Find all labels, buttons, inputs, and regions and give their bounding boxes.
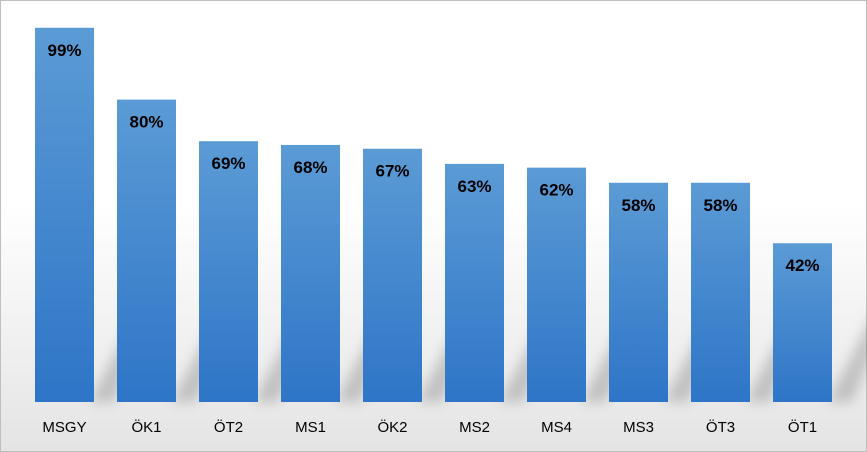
- data-label: 63%: [457, 177, 491, 196]
- bar-MS3: [609, 182, 668, 402]
- data-label: 99%: [47, 41, 81, 60]
- data-label: 68%: [293, 158, 327, 177]
- bar-ÖT1: [773, 243, 832, 402]
- category-label: MS4: [541, 419, 572, 436]
- bar-MS1: [281, 144, 340, 402]
- data-label: 58%: [621, 196, 655, 215]
- data-label: 69%: [211, 154, 245, 173]
- category-label: ÖT1: [788, 418, 817, 436]
- category-label: MS2: [459, 419, 490, 436]
- category-label: ÖT2: [214, 418, 243, 436]
- bar-MS2: [445, 163, 504, 402]
- category-label: ÖK1: [131, 418, 161, 436]
- bars-group: [35, 27, 832, 403]
- bar-MSGY: [35, 27, 94, 403]
- category-label: MS3: [623, 419, 654, 436]
- category-label: MS1: [295, 419, 326, 436]
- data-label: 80%: [129, 113, 163, 132]
- category-label: ÖT3: [706, 418, 735, 436]
- bar-MS4: [527, 167, 586, 402]
- data-label: 42%: [785, 256, 819, 275]
- data-label: 62%: [539, 181, 573, 200]
- value-labels-group: 99% 80% 69% 68% 67% 63% 62% 58% 58% 42%: [47, 41, 819, 275]
- category-labels-group: MSGY ÖK1 ÖT2 MS1 ÖK2 MS2 MS4 MS3 ÖT3 ÖT1: [42, 418, 817, 436]
- category-label: ÖK2: [377, 418, 407, 436]
- bar-shadow: [828, 325, 867, 402]
- bar-ÖK2: [363, 148, 422, 402]
- bar-ÖK1: [117, 99, 176, 402]
- category-label: MSGY: [42, 419, 86, 436]
- bar-ÖT2: [199, 141, 258, 402]
- data-label: 58%: [703, 196, 737, 215]
- data-label: 67%: [375, 162, 409, 181]
- bar-ÖT3: [691, 182, 750, 402]
